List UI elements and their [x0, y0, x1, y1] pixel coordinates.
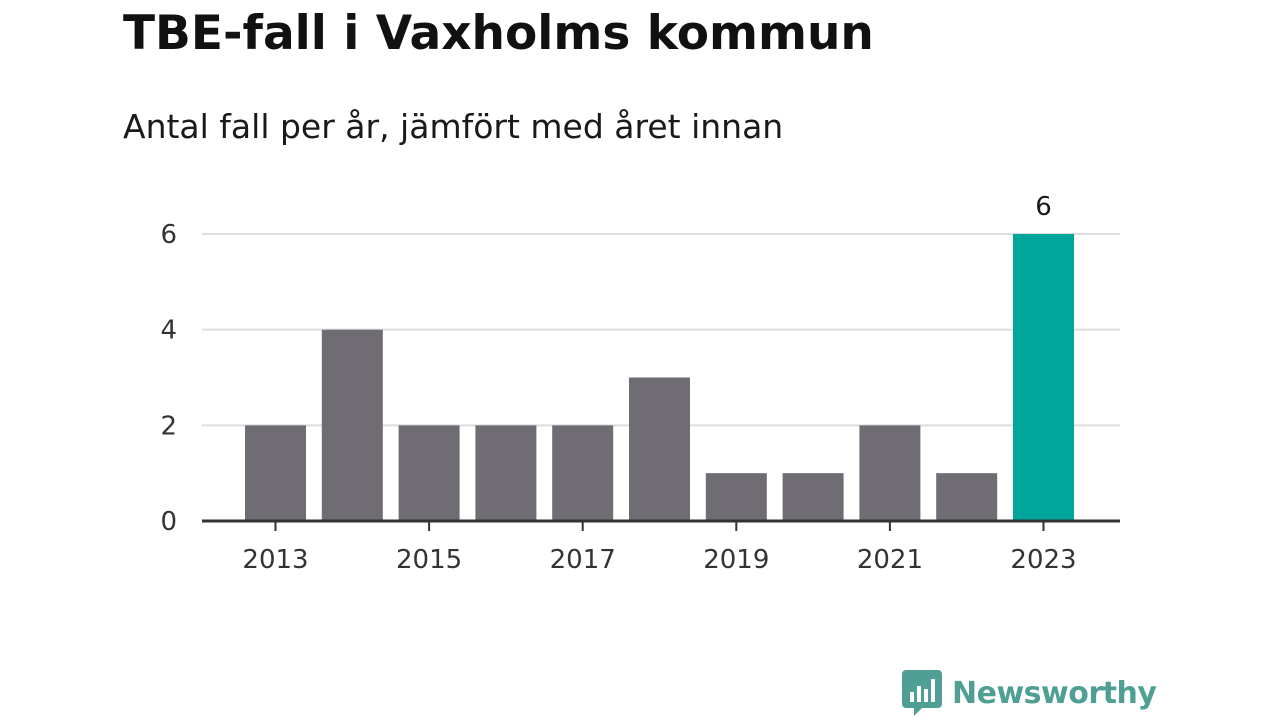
bar-2016 [475, 425, 537, 521]
y-tick-label: 4 [160, 316, 177, 346]
bar-2018 [629, 377, 690, 521]
bar-2017 [552, 425, 614, 521]
x-axis-ticks: 2013 2015 2017 2019 2021 2023 [242, 521, 1077, 575]
y-tick-label: 2 [160, 411, 177, 441]
x-tick-label: 2019 [703, 545, 769, 575]
x-tick-label: 2023 [1010, 545, 1076, 575]
bars [245, 234, 1074, 521]
bar-2023 [1013, 234, 1074, 521]
x-tick-label: 2013 [242, 545, 308, 575]
bar-value-label: 6 [1035, 192, 1052, 222]
y-axis-ticks: 0 2 4 6 [160, 220, 177, 537]
bar-value-labels: 6 [1035, 192, 1052, 222]
bar-2015 [398, 425, 460, 521]
x-tick-label: 2017 [550, 545, 616, 575]
newsworthy-logo-text: Newsworthy [952, 675, 1157, 711]
bar-2021 [859, 425, 921, 521]
bar-2019 [705, 473, 767, 521]
bar-2014 [321, 329, 383, 521]
chart-subtitle: Antal fall per år, jämfört med året inna… [123, 107, 784, 146]
newsworthy-logo: Newsworthy [902, 670, 1157, 716]
y-tick-label: 6 [160, 220, 177, 250]
bar-2020 [782, 473, 844, 521]
x-tick-label: 2015 [396, 545, 462, 575]
bar-2022 [936, 473, 998, 521]
y-tick-label: 0 [160, 507, 177, 537]
x-tick-label: 2021 [857, 545, 923, 575]
chart-title: TBE-fall i Vaxholms kommun [123, 6, 874, 61]
bar-2013 [245, 425, 306, 521]
newsworthy-logo-icon [902, 670, 942, 716]
